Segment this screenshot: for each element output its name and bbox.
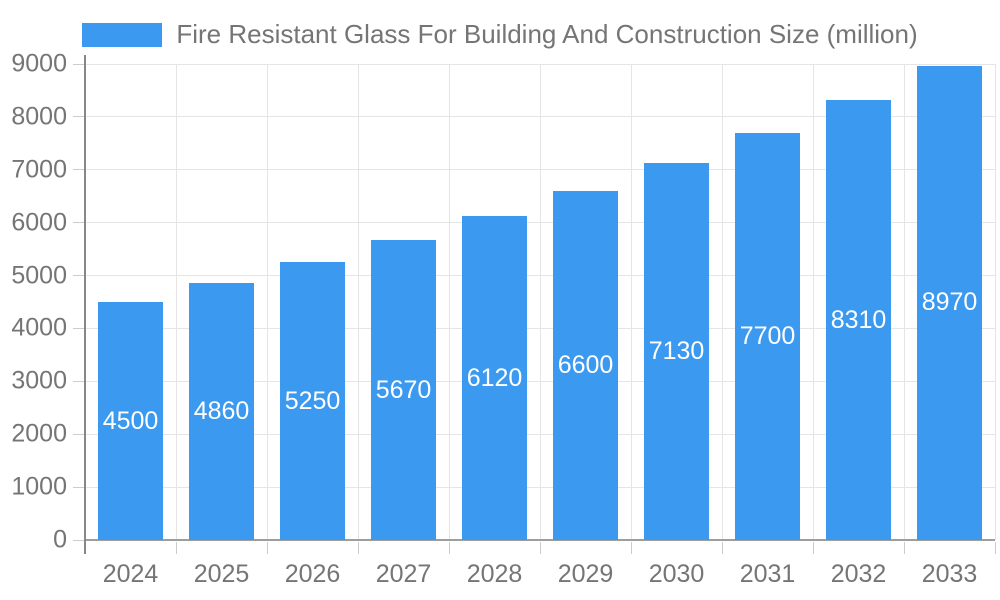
bar[interactable]: 7700: [735, 132, 800, 540]
bar-value-label: 7700: [739, 321, 796, 350]
x-axis-label: 2025: [193, 560, 250, 588]
y-axis-label: 9000: [11, 49, 67, 78]
bar-value-label: 8310: [830, 305, 887, 334]
bar-value-label: 5250: [284, 386, 341, 415]
bar[interactable]: 5670: [371, 240, 436, 540]
x-axis-tick: [721, 542, 723, 554]
bar[interactable]: 7130: [644, 162, 709, 540]
x-axis-label: 2029: [557, 560, 614, 588]
x-axis-tick: [903, 542, 905, 554]
y-axis-label: 0: [53, 525, 67, 554]
y-axis-tick: [73, 327, 85, 329]
x-axis-label: 2026: [284, 560, 341, 588]
bar[interactable]: 6120: [462, 216, 527, 540]
y-axis-tick: [73, 63, 85, 65]
y-axis-tick: [73, 222, 85, 224]
bar[interactable]: 4500: [98, 302, 163, 540]
x-axis-tick: [994, 542, 996, 554]
x-axis-label: 2027: [375, 560, 432, 588]
bar[interactable]: 4860: [189, 282, 254, 540]
x-axis-tick: [448, 542, 450, 554]
y-axis-tick: [73, 275, 85, 277]
y-axis-label: 3000: [11, 366, 67, 395]
y-axis-tick: [73, 380, 85, 382]
x-axis-label: 2028: [466, 560, 523, 588]
x-axis-label: 2031: [739, 560, 796, 588]
x-axis-tick: [266, 542, 268, 554]
legend-label: Fire Resistant Glass For Building And Co…: [176, 19, 918, 49]
v-gridline: [630, 64, 632, 540]
x-axis-label: 2032: [830, 560, 887, 588]
y-axis-label: 2000: [11, 419, 67, 448]
y-axis-label: 1000: [11, 472, 67, 501]
legend[interactable]: Fire Resistant Glass For Building And Co…: [0, 19, 1000, 50]
bar-value-label: 6600: [557, 350, 614, 379]
bar[interactable]: 8970: [917, 65, 982, 540]
y-axis-label: 6000: [11, 208, 67, 237]
x-axis-tick: [812, 542, 814, 554]
v-gridline: [357, 64, 359, 540]
y-axis-tick: [73, 486, 85, 488]
y-axis-tick: [73, 539, 85, 541]
x-axis-tick: [539, 542, 541, 554]
v-gridline: [721, 64, 723, 540]
v-gridline: [812, 64, 814, 540]
bar-value-label: 5670: [375, 375, 432, 404]
bar-value-label: 7130: [648, 336, 705, 365]
v-gridline: [994, 64, 996, 540]
x-axis-tick: [175, 542, 177, 554]
y-axis-line: [84, 55, 86, 554]
x-axis-label: 2024: [102, 560, 159, 588]
legend-swatch: [82, 22, 163, 47]
bar-value-label: 8970: [921, 288, 978, 317]
bar-value-label: 4860: [193, 396, 250, 425]
y-axis-tick: [73, 116, 85, 118]
bar[interactable]: 6600: [553, 190, 618, 540]
x-axis-label: 2030: [648, 560, 705, 588]
bar[interactable]: 5250: [280, 262, 345, 540]
x-axis-tick: [357, 542, 359, 554]
y-axis-label: 4000: [11, 313, 67, 342]
x-axis-tick: [630, 542, 632, 554]
v-gridline: [448, 64, 450, 540]
y-axis-tick: [73, 169, 85, 171]
bar[interactable]: 8310: [826, 100, 891, 540]
v-gridline: [539, 64, 541, 540]
y-axis-tick: [73, 433, 85, 435]
y-axis-label: 5000: [11, 261, 67, 290]
bar-value-label: 4500: [102, 406, 159, 435]
zero-line: [85, 539, 995, 541]
v-gridline: [266, 64, 268, 540]
x-axis-label: 2033: [921, 560, 978, 588]
v-gridline: [903, 64, 905, 540]
bar-value-label: 6120: [466, 363, 523, 392]
y-axis-label: 7000: [11, 155, 67, 184]
y-axis-label: 8000: [11, 102, 67, 131]
v-gridline: [175, 64, 177, 540]
